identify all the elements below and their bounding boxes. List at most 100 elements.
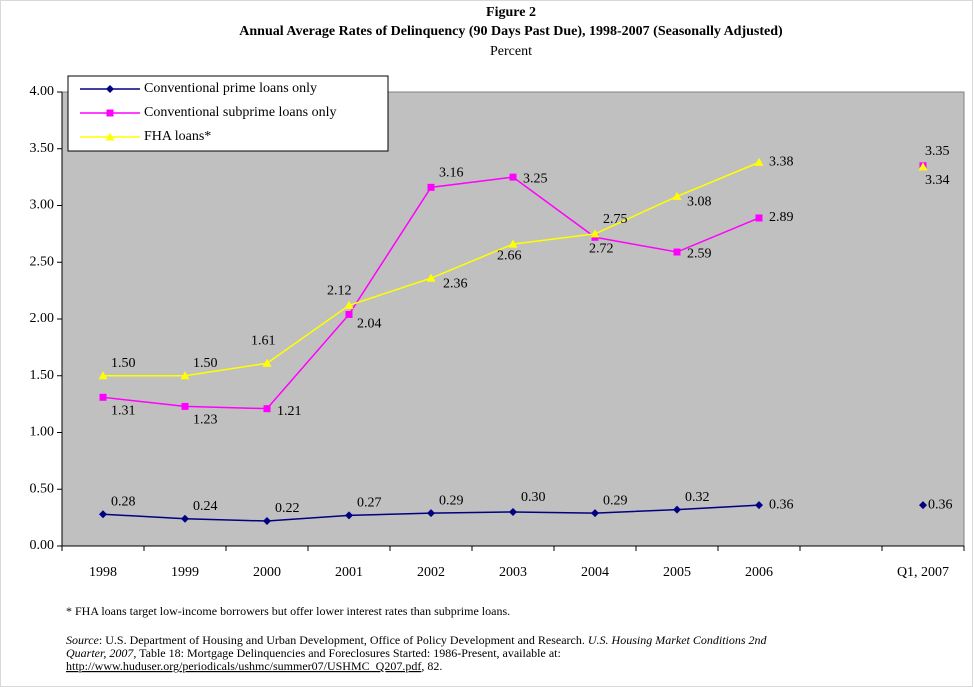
source-title: U.S. Housing Market Conditions 2nd [588, 633, 768, 647]
x-tick-label: 2005 [663, 565, 691, 580]
plot-area [61, 91, 965, 547]
data-label: 2.36 [443, 276, 468, 291]
legend-label: Conventional prime loans only [144, 81, 317, 96]
data-label: 1.61 [251, 333, 276, 348]
y-tick-label: 1.00 [30, 425, 55, 440]
marker [263, 517, 271, 526]
data-label: 0.36 [928, 497, 953, 512]
y-tick-label: 4.00 [30, 84, 55, 99]
x-tick-label: 2006 [745, 565, 773, 580]
source: Source: U.S. Department of Housing and U… [66, 633, 768, 647]
marker [99, 393, 107, 401]
marker [919, 501, 927, 510]
data-label: 0.28 [111, 494, 136, 509]
marker [427, 183, 435, 191]
data-label: 0.24 [193, 499, 218, 514]
data-label: 2.12 [327, 284, 352, 299]
marker [673, 505, 681, 514]
marker [590, 229, 600, 238]
y-tick-label: 2.50 [30, 254, 55, 269]
data-label: 2.89 [769, 210, 794, 225]
data-label: 3.34 [925, 173, 950, 188]
marker [344, 300, 354, 309]
marker [181, 514, 189, 523]
source-text: , 82. [421, 659, 442, 673]
x-tick-label: 2004 [581, 565, 609, 580]
x-tick-label: 2003 [499, 565, 527, 580]
data-label: 1.23 [193, 413, 218, 428]
data-label: 3.25 [523, 171, 548, 186]
legend-label: Conventional subprime loans only [144, 105, 336, 120]
source-label: Source [66, 633, 100, 647]
marker [509, 507, 517, 516]
data-label: 2.04 [357, 317, 382, 332]
marker [345, 310, 353, 318]
marker [672, 191, 682, 200]
data-label: 2.59 [687, 246, 712, 261]
y-tick-label: 2.00 [30, 311, 55, 326]
legend-label: FHA loans* [144, 129, 211, 144]
marker [673, 248, 681, 256]
y-tick-label: 1.50 [30, 368, 55, 383]
data-label: 0.22 [275, 501, 300, 516]
chart-title: Figure 2 [486, 5, 536, 20]
data-label: 2.72 [589, 241, 614, 256]
y-tick-label: 3.50 [30, 141, 55, 156]
source-text: , Table 18: Mortgage Delinquencies and F… [133, 646, 560, 660]
footnote: * FHA loans target low-income borrowers … [66, 604, 510, 618]
data-label: 2.66 [497, 248, 522, 263]
data-label: 1.50 [111, 356, 136, 371]
x-tick-label: 2000 [253, 565, 281, 580]
marker [181, 402, 189, 410]
x-tick-label: 2002 [417, 565, 445, 580]
x-tick-label: 1998 [89, 565, 117, 580]
marker [918, 162, 928, 171]
source-line2: Quarter, 2007, Table 18: Mortgage Delinq… [66, 646, 561, 660]
x-tick-label: 2001 [335, 565, 363, 580]
marker [180, 371, 190, 380]
marker [754, 157, 764, 166]
source-title: Quarter, 2007 [66, 646, 134, 660]
marker [106, 109, 114, 117]
marker [106, 85, 114, 93]
marker [755, 214, 763, 222]
data-label: 0.32 [685, 490, 710, 505]
marker [99, 510, 107, 519]
marker [426, 273, 436, 282]
data-label: 1.50 [193, 356, 218, 371]
y-tick-label: 0.00 [30, 538, 55, 553]
data-label: 0.30 [521, 490, 546, 505]
legend: Conventional prime loans only Conventiona… [67, 75, 389, 152]
data-label: 3.35 [925, 144, 950, 159]
marker [105, 132, 115, 141]
data-label: 0.36 [769, 497, 794, 512]
chart-subtitle: Annual Average Rates of Delinquency (90 … [239, 24, 783, 39]
data-label: 1.21 [277, 404, 302, 419]
data-label: 3.08 [687, 195, 712, 210]
marker [591, 509, 599, 518]
marker [509, 173, 517, 181]
marker [345, 511, 353, 520]
y-tick-label: 0.50 [30, 481, 55, 496]
marker [263, 405, 271, 413]
source-line3: http://www.huduser.org/periodicals/ushmc… [66, 659, 442, 673]
x-tick-label: 1999 [171, 565, 199, 580]
marker [508, 239, 518, 248]
source-text: : U.S. Department of Housing and Urban D… [99, 633, 588, 647]
y-axis-label: Percent [490, 44, 532, 59]
source-url: http://www.huduser.org/periodicals/ushmc… [66, 659, 421, 673]
marker [427, 509, 435, 518]
data-label: 2.75 [603, 212, 628, 227]
marker [755, 501, 763, 510]
x-tick-label: Q1, 2007 [897, 565, 949, 580]
data-label: 1.31 [111, 404, 136, 419]
data-label: 0.29 [603, 493, 628, 508]
data-label: 0.29 [439, 493, 464, 508]
data-label: 0.27 [357, 496, 382, 511]
data-label: 3.16 [439, 166, 464, 181]
marker [262, 358, 272, 367]
marker [98, 371, 108, 380]
plot: 0.00 0.50 1.00 1.50 2.00 2.50 3.00 3.50 4.00 1998… [30, 75, 965, 580]
data-label: 3.38 [769, 155, 794, 170]
